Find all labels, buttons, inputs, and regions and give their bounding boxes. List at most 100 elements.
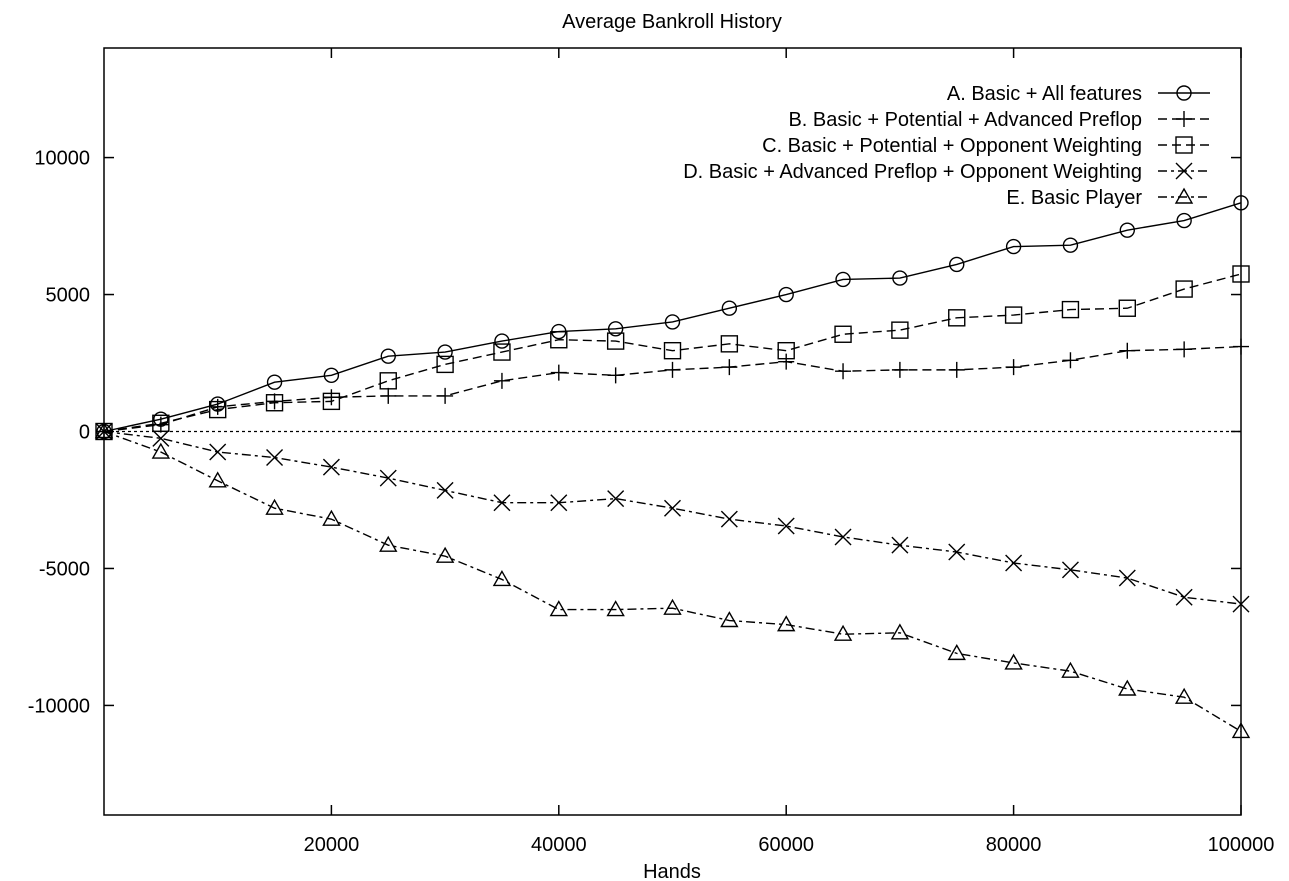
legend-marker xyxy=(1175,162,1193,180)
data-point xyxy=(436,481,454,499)
series-line xyxy=(103,430,1242,605)
data-point xyxy=(1119,342,1136,359)
data-point xyxy=(1233,195,1249,211)
legend-marker xyxy=(1176,85,1192,101)
series-d xyxy=(95,423,1250,613)
data-point xyxy=(1232,265,1250,283)
y-tick-label: 5000 xyxy=(46,285,91,307)
data-point xyxy=(379,535,398,552)
data-point xyxy=(891,321,909,339)
legend-label: A. Basic + All features xyxy=(947,83,1142,105)
data-point xyxy=(835,271,851,288)
data-point xyxy=(209,443,227,461)
data-point xyxy=(549,600,569,617)
data-point xyxy=(1062,352,1079,369)
data-point xyxy=(380,348,396,364)
data-point xyxy=(1119,222,1136,238)
legend-item: D. Basic + Advanced Preflop + Opponent W… xyxy=(683,161,1210,183)
x-tick-label: 100000 xyxy=(1208,834,1275,856)
series-line xyxy=(103,273,1242,433)
data-point xyxy=(208,471,227,488)
data-point xyxy=(379,469,397,487)
legend-label: B. Basic + Potential + Advanced Preflop xyxy=(788,109,1142,131)
data-point xyxy=(437,387,454,404)
legend-item: C. Basic + Potential + Opponent Weightin… xyxy=(762,135,1210,157)
data-point xyxy=(948,309,966,327)
data-point xyxy=(891,536,909,554)
series-line xyxy=(103,202,1242,433)
data-point xyxy=(1231,722,1251,739)
data-point xyxy=(834,325,852,343)
y-tick-label: -5000 xyxy=(39,558,90,580)
data-point xyxy=(494,333,510,349)
y-tick-label: 0 xyxy=(79,422,90,444)
data-point xyxy=(721,300,738,316)
data-point xyxy=(208,400,227,419)
legend-item: A. Basic + All features xyxy=(947,83,1210,105)
data-point xyxy=(948,543,966,561)
legend-marker xyxy=(1175,136,1193,154)
data-point xyxy=(1232,595,1250,613)
data-point xyxy=(948,361,965,378)
data-point xyxy=(266,449,284,467)
data-point xyxy=(949,256,965,273)
data-point xyxy=(835,363,852,380)
data-point xyxy=(550,364,567,381)
data-point xyxy=(550,331,568,349)
data-point xyxy=(435,546,455,563)
data-point xyxy=(323,367,340,384)
chart-title: Average Bankroll History xyxy=(562,11,782,33)
data-point xyxy=(1061,561,1079,579)
data-point xyxy=(1061,661,1080,678)
data-point xyxy=(492,570,512,587)
data-point xyxy=(720,611,739,628)
data-point xyxy=(379,372,397,390)
data-point xyxy=(322,509,341,526)
axis-ticks: 20000 40000 60000 80000 100000 10000 5000 0 -500… xyxy=(28,48,1275,856)
data-point xyxy=(663,598,682,615)
legend: A. Basic + All features B. Basic + Potent… xyxy=(683,83,1210,209)
legend-marker xyxy=(1174,187,1194,204)
legend-label: D. Basic + Advanced Preflop + Opponent W… xyxy=(683,161,1142,183)
series-line xyxy=(103,430,1242,733)
data-point xyxy=(606,332,625,350)
data-point xyxy=(777,517,795,535)
data-point xyxy=(437,344,453,360)
data-point xyxy=(607,321,624,337)
data-point xyxy=(1005,359,1022,376)
series-c xyxy=(95,265,1250,441)
data-point xyxy=(1174,687,1194,704)
data-point xyxy=(776,615,796,632)
y-tick-label: -10000 xyxy=(28,695,90,717)
data-point xyxy=(266,374,283,390)
data-point xyxy=(607,490,625,508)
data-point xyxy=(721,359,738,376)
x-tick-label: 20000 xyxy=(304,834,360,856)
data-point xyxy=(436,355,454,374)
x-tick-label: 40000 xyxy=(531,834,587,856)
data-point xyxy=(265,394,284,412)
data-point xyxy=(493,372,510,389)
data-point xyxy=(891,361,908,378)
y-tick-label: 10000 xyxy=(34,148,90,170)
data-point xyxy=(1061,300,1080,319)
legend-marker xyxy=(1176,111,1192,127)
data-point xyxy=(777,341,795,360)
data-point xyxy=(322,458,340,476)
data-point xyxy=(1118,299,1137,317)
data-point xyxy=(550,494,568,512)
series-group xyxy=(94,195,1251,739)
data-point xyxy=(947,643,966,661)
data-point xyxy=(664,499,681,517)
data-point xyxy=(778,353,795,370)
data-point xyxy=(266,393,283,410)
data-point xyxy=(1062,237,1079,253)
data-point xyxy=(892,270,908,286)
data-point xyxy=(151,442,171,459)
data-point xyxy=(265,498,284,515)
data-point xyxy=(778,286,794,303)
data-point xyxy=(1176,341,1193,358)
legend-label: C. Basic + Potential + Opponent Weightin… xyxy=(762,135,1142,157)
data-point xyxy=(323,389,340,406)
